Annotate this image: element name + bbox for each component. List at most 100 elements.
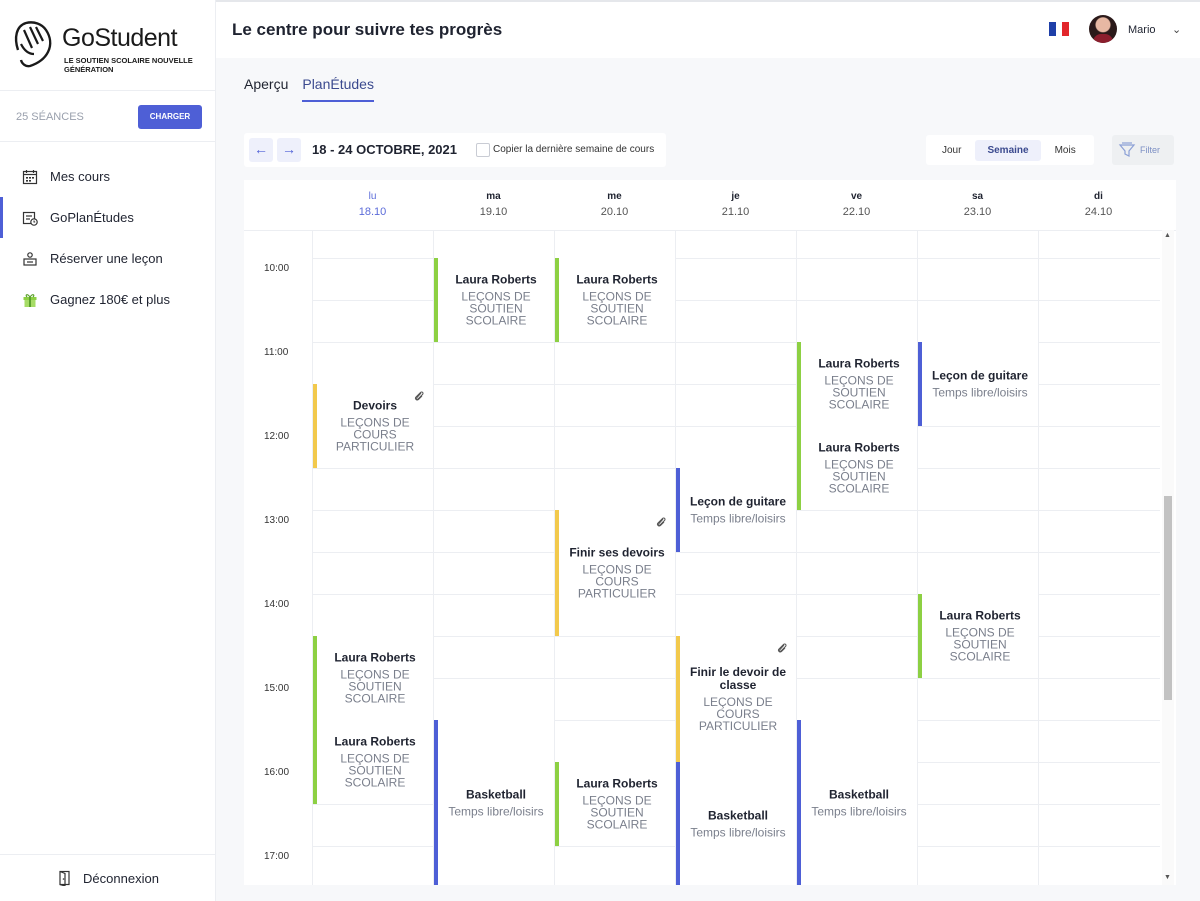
- calendar-event[interactable]: Finir ses devoirs LEÇONS DE COURS PARTICU…: [555, 510, 675, 636]
- day-header[interactable]: lu 18.10: [312, 180, 433, 230]
- event-content: Laura Roberts LEÇONS DE SOUTIEN SCOLAIRE: [559, 273, 675, 327]
- page-title: Le centre pour suivre tes progrès: [232, 20, 503, 39]
- scroll-down-icon[interactable]: ▼: [1164, 874, 1171, 881]
- week-range: 18 - 24 OCTOBRE, 2021: [312, 142, 457, 157]
- day-date: 23.10: [963, 206, 992, 218]
- calendar-event[interactable]: Basketball Temps libre/loisirs: [797, 720, 917, 885]
- attachment-paperclip-icon[interactable]: [776, 642, 788, 654]
- event-content: Basketball Temps libre/loisirs: [438, 788, 554, 818]
- column-divider: [675, 230, 676, 885]
- sidebar-item-label: GoPlanÉtudes: [50, 210, 134, 225]
- gostudent-logo[interactable]: GoStudent LE SOUTIEN SCOLAIRE NOUVELLE G…: [12, 18, 212, 74]
- sidebar-item-mes-cours[interactable]: Mes cours: [0, 156, 216, 197]
- calendar-icon: [22, 169, 38, 184]
- calendar-event[interactable]: Laura Roberts LEÇONS DE SOUTIEN SCOLAIRE: [555, 258, 675, 342]
- scrollbar-thumb[interactable]: [1164, 496, 1172, 700]
- sidebar-item-goplanetudes[interactable]: GoPlanÉtudes: [0, 197, 216, 238]
- calendar-event[interactable]: Devoirs LEÇONS DE COURS PARTICULIER: [313, 384, 433, 468]
- time-grid-line: [312, 300, 1160, 301]
- calendar-event[interactable]: Laura Roberts LEÇONS DE SOUTIEN SCOLAIRE: [434, 258, 554, 342]
- view-month-button[interactable]: Mois: [1054, 144, 1076, 156]
- column-divider: [796, 230, 797, 885]
- charge-button[interactable]: CHARGER: [138, 105, 202, 129]
- day-date: 18.10: [358, 206, 387, 218]
- event-content: Laura Roberts LEÇONS DE SOUTIEN SCOLAIRE: [438, 273, 554, 327]
- calendar-scrollbar[interactable]: ▲ ▼: [1162, 230, 1174, 885]
- event-content: Leçon de guitare Temps libre/loisirs: [680, 495, 796, 525]
- next-week-button[interactable]: →: [277, 138, 301, 162]
- event-subtitle: LEÇONS DE SOUTIEN SCOLAIRE: [340, 667, 410, 706]
- event-title: Laura Roberts: [334, 650, 416, 665]
- day-header[interactable]: ve 22.10: [796, 180, 917, 230]
- event-title: Finir ses devoirs: [569, 545, 665, 560]
- day-name: lu: [368, 191, 377, 202]
- event-content: Laura Roberts LEÇONS DE SOUTIEN SCOLAIRE: [317, 650, 433, 706]
- calendar-event[interactable]: Laura Roberts LEÇONS DE SOUTIEN SCOLAIRE: [313, 636, 433, 720]
- hour-label: 12:00: [264, 431, 290, 442]
- view-week-button[interactable]: Semaine: [975, 139, 1041, 161]
- day-header[interactable]: sa 23.10: [917, 180, 1038, 230]
- day-name: je: [731, 191, 740, 202]
- header-divider: [244, 230, 1176, 231]
- calendar-event[interactable]: Basketball Temps libre/loisirs: [434, 720, 554, 885]
- credits-bar: 25 SÉANCES CHARGER: [0, 90, 216, 142]
- event-content: Leçon de guitare Temps libre/loisirs: [922, 368, 1038, 400]
- avatar[interactable]: [1089, 15, 1117, 43]
- event-content: Basketball Temps libre/loisirs: [680, 808, 796, 839]
- logout-button[interactable]: Déconnexion: [0, 854, 216, 901]
- day-name: ve: [850, 191, 863, 202]
- user-name[interactable]: Mario: [1128, 24, 1156, 36]
- calendar-event[interactable]: Laura Roberts LEÇONS DE SOUTIEN SCOLAIRE: [313, 720, 433, 804]
- event-title: Leçon de guitare: [931, 368, 1029, 383]
- event-title: Finir le devoir de classe: [689, 665, 787, 692]
- column-divider: [917, 230, 918, 885]
- event-subtitle: LEÇONS DE COURS PARTICULIER: [698, 695, 778, 733]
- day-name: di: [1094, 191, 1103, 202]
- prev-week-button[interactable]: ←: [249, 138, 273, 162]
- event-subtitle: Temps libre/loisirs: [932, 385, 1028, 400]
- hour-label: 15:00: [264, 683, 290, 694]
- logout-door-icon: [59, 870, 70, 886]
- copy-last-week-checkbox[interactable]: [476, 143, 490, 157]
- calendar-event[interactable]: Laura Roberts LEÇONS DE SOUTIEN SCOLAIRE: [918, 594, 1038, 678]
- tab-planetudes[interactable]: PlanÉtudes: [302, 76, 374, 102]
- event-subtitle: LEÇONS DE COURS PARTICULIER: [335, 415, 415, 454]
- sidebar-item-gagnez[interactable]: Gagnez 180€ et plus: [0, 279, 216, 320]
- chevron-down-icon[interactable]: ⌄: [1172, 24, 1182, 36]
- tab-apercu[interactable]: Aperçu: [244, 76, 289, 92]
- scroll-up-icon[interactable]: ▲: [1164, 232, 1171, 239]
- copy-last-week-label[interactable]: Copier la dernière semaine de cours: [493, 144, 655, 155]
- event-title: Devoirs: [352, 398, 398, 413]
- day-header[interactable]: di 24.10: [1038, 180, 1159, 230]
- sidebar-item-reserver[interactable]: Réserver une leçon: [0, 238, 216, 279]
- event-title: Laura Roberts: [818, 440, 900, 455]
- event-content: Laura Roberts LEÇONS DE SOUTIEN SCOLAIRE: [559, 777, 675, 831]
- language-flag-icon[interactable]: [1049, 22, 1070, 36]
- time-grid-line: [312, 384, 1160, 385]
- event-subtitle: LEÇONS DE SOUTIEN SCOLAIRE: [945, 625, 1015, 664]
- day-header[interactable]: ma 19.10: [433, 180, 554, 230]
- calendar-event[interactable]: Laura Roberts LEÇONS DE SOUTIEN SCOLAIRE: [797, 342, 917, 426]
- sessions-count: 25 SÉANCES: [16, 111, 84, 123]
- view-day-button[interactable]: Jour: [942, 144, 962, 156]
- day-date: 21.10: [721, 206, 750, 218]
- time-grid-line: [312, 426, 1160, 427]
- hour-label: 17:00: [264, 851, 290, 862]
- calendar-event[interactable]: Finir le devoir de classe LEÇONS DE COURS…: [676, 636, 796, 762]
- calendar-event[interactable]: Leçon de guitare Temps libre/loisirs: [918, 342, 1038, 426]
- calendar-event[interactable]: Basketball Temps libre/loisirs: [676, 762, 796, 885]
- day-header[interactable]: je 21.10: [675, 180, 796, 230]
- day-header[interactable]: me 20.10: [554, 180, 675, 230]
- event-title: Basketball: [707, 808, 769, 822]
- filter-button[interactable]: Filter: [1112, 135, 1174, 165]
- attachment-paperclip-icon[interactable]: [413, 390, 425, 402]
- calendar-event[interactable]: Laura Roberts LEÇONS DE SOUTIEN SCOLAIRE: [555, 762, 675, 846]
- attachment-paperclip-icon[interactable]: [655, 516, 667, 528]
- calendar-event[interactable]: Laura Roberts LEÇONS DE SOUTIEN SCOLAIRE: [797, 426, 917, 510]
- event-subtitle: LEÇONS DE SOUTIEN SCOLAIRE: [824, 457, 894, 496]
- day-name: sa: [971, 191, 984, 202]
- day-date: 19.10: [479, 206, 508, 218]
- time-grid-line: [312, 258, 1160, 259]
- day-date: 22.10: [842, 206, 871, 218]
- calendar-event[interactable]: Leçon de guitare Temps libre/loisirs: [676, 468, 796, 552]
